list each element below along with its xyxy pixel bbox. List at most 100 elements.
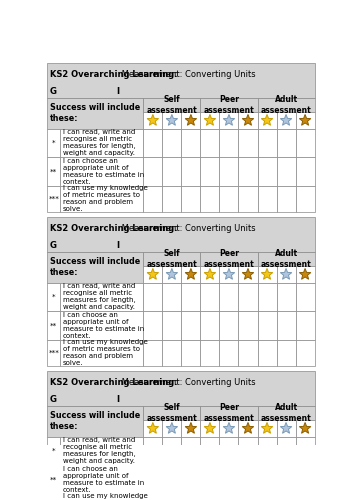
Polygon shape [299, 268, 311, 280]
FancyBboxPatch shape [276, 266, 295, 282]
FancyBboxPatch shape [276, 282, 295, 311]
FancyBboxPatch shape [143, 420, 162, 436]
FancyBboxPatch shape [257, 406, 315, 420]
FancyBboxPatch shape [143, 98, 201, 112]
Polygon shape [242, 114, 254, 126]
Polygon shape [261, 114, 273, 126]
FancyBboxPatch shape [276, 420, 295, 436]
FancyBboxPatch shape [276, 112, 295, 128]
Polygon shape [147, 422, 158, 434]
FancyBboxPatch shape [143, 266, 162, 282]
FancyBboxPatch shape [257, 157, 276, 186]
Polygon shape [261, 422, 273, 434]
FancyBboxPatch shape [60, 311, 143, 340]
FancyBboxPatch shape [276, 311, 295, 340]
FancyBboxPatch shape [220, 157, 239, 186]
FancyBboxPatch shape [47, 371, 315, 406]
FancyBboxPatch shape [60, 436, 143, 465]
Polygon shape [185, 422, 197, 434]
Text: G                    I: G I [50, 88, 120, 96]
FancyBboxPatch shape [295, 436, 315, 465]
FancyBboxPatch shape [239, 112, 257, 128]
Text: G                    I: G I [50, 242, 120, 250]
Polygon shape [261, 268, 273, 280]
FancyBboxPatch shape [257, 340, 276, 366]
FancyBboxPatch shape [162, 186, 181, 212]
FancyBboxPatch shape [162, 112, 181, 128]
FancyBboxPatch shape [143, 112, 162, 128]
Text: *: * [52, 294, 56, 300]
FancyBboxPatch shape [143, 436, 162, 465]
FancyBboxPatch shape [295, 266, 315, 282]
FancyBboxPatch shape [239, 266, 257, 282]
FancyBboxPatch shape [220, 266, 239, 282]
FancyBboxPatch shape [47, 98, 143, 128]
Text: I can read, write and
recognise all metric
measures for length,
weight and capac: I can read, write and recognise all metr… [63, 438, 136, 464]
FancyBboxPatch shape [257, 128, 276, 157]
FancyBboxPatch shape [201, 157, 220, 186]
FancyBboxPatch shape [239, 157, 257, 186]
FancyBboxPatch shape [181, 282, 201, 311]
Text: ***: *** [48, 350, 59, 356]
FancyBboxPatch shape [201, 98, 257, 112]
Polygon shape [204, 422, 216, 434]
FancyBboxPatch shape [276, 465, 295, 494]
FancyBboxPatch shape [239, 465, 257, 494]
Text: I can use my knowledge
of metric measures to
reason and problem
solve.: I can use my knowledge of metric measure… [63, 186, 148, 212]
FancyBboxPatch shape [295, 494, 315, 500]
FancyBboxPatch shape [181, 128, 201, 157]
FancyBboxPatch shape [47, 436, 60, 465]
Text: **: ** [50, 476, 58, 482]
FancyBboxPatch shape [239, 436, 257, 465]
FancyBboxPatch shape [239, 420, 257, 436]
FancyBboxPatch shape [220, 494, 239, 500]
Text: KS2 Overarching Learning:: KS2 Overarching Learning: [50, 378, 178, 387]
Polygon shape [223, 114, 235, 126]
FancyBboxPatch shape [60, 494, 143, 500]
Polygon shape [223, 422, 235, 434]
FancyBboxPatch shape [181, 340, 201, 366]
FancyBboxPatch shape [60, 186, 143, 212]
FancyBboxPatch shape [60, 128, 143, 157]
Text: Measurement: Converting Units: Measurement: Converting Units [119, 70, 255, 79]
Text: Measurement: Converting Units: Measurement: Converting Units [119, 224, 255, 233]
Polygon shape [166, 422, 178, 434]
FancyBboxPatch shape [181, 157, 201, 186]
FancyBboxPatch shape [60, 157, 143, 186]
Polygon shape [204, 114, 216, 126]
FancyBboxPatch shape [257, 98, 315, 112]
FancyBboxPatch shape [201, 252, 257, 266]
Text: Success will include
these:: Success will include these: [49, 258, 140, 277]
FancyBboxPatch shape [47, 311, 60, 340]
Polygon shape [204, 268, 216, 280]
FancyBboxPatch shape [162, 494, 181, 500]
FancyBboxPatch shape [181, 186, 201, 212]
Text: ***: *** [48, 196, 59, 202]
FancyBboxPatch shape [220, 420, 239, 436]
FancyBboxPatch shape [239, 186, 257, 212]
FancyBboxPatch shape [47, 494, 60, 500]
Text: I can read, write and
recognise all metric
measures for length,
weight and capac: I can read, write and recognise all metr… [63, 284, 136, 310]
FancyBboxPatch shape [143, 186, 162, 212]
FancyBboxPatch shape [220, 186, 239, 212]
FancyBboxPatch shape [162, 266, 181, 282]
Polygon shape [299, 114, 311, 126]
Text: I can choose an
appropriate unit of
measure to estimate in
context.: I can choose an appropriate unit of meas… [63, 312, 144, 339]
FancyBboxPatch shape [220, 340, 239, 366]
FancyBboxPatch shape [257, 494, 276, 500]
FancyBboxPatch shape [257, 465, 276, 494]
Polygon shape [147, 114, 158, 126]
FancyBboxPatch shape [295, 311, 315, 340]
Text: I can use my knowledge
of metric measures to
reason and problem
solve.: I can use my knowledge of metric measure… [63, 340, 148, 366]
FancyBboxPatch shape [162, 465, 181, 494]
FancyBboxPatch shape [201, 128, 220, 157]
FancyBboxPatch shape [220, 282, 239, 311]
FancyBboxPatch shape [239, 494, 257, 500]
Polygon shape [166, 114, 178, 126]
FancyBboxPatch shape [257, 311, 276, 340]
FancyBboxPatch shape [143, 282, 162, 311]
Text: Adult
assessment: Adult assessment [261, 404, 311, 422]
FancyBboxPatch shape [181, 436, 201, 465]
Text: Success will include
these:: Success will include these: [49, 412, 140, 431]
FancyBboxPatch shape [143, 406, 201, 420]
